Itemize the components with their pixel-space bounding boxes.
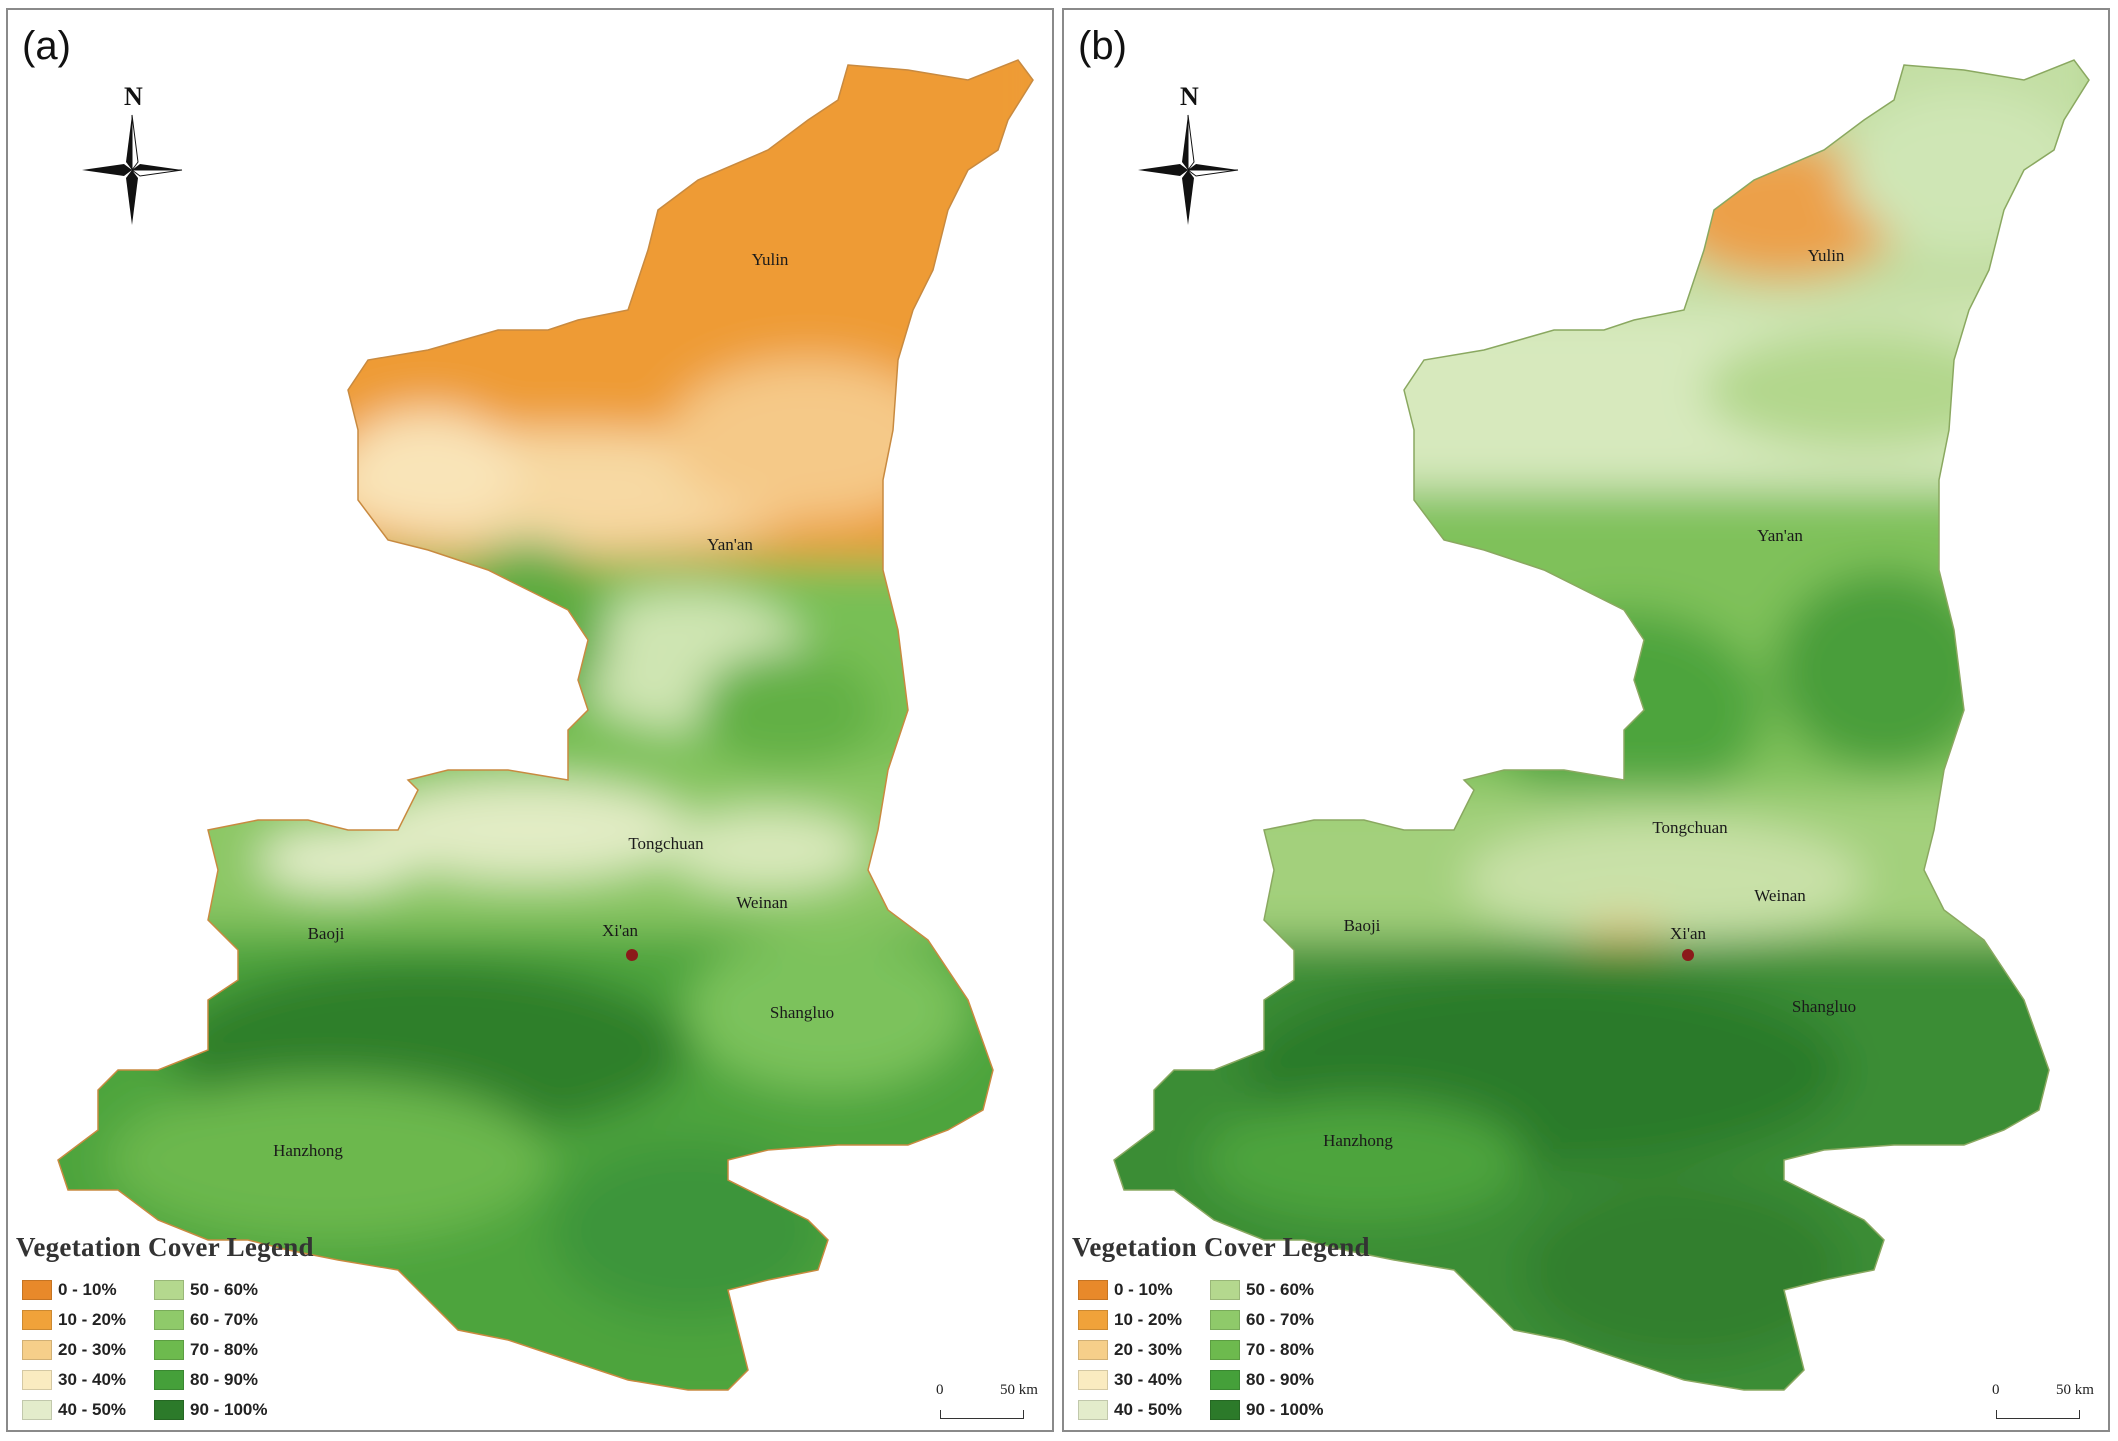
xian-city-marker (626, 949, 638, 961)
city-label-tongchuan: Tongchuan (1652, 818, 1728, 837)
scale-distance-label: 50 km (2056, 1382, 2094, 1398)
city-label-baoji: Baoji (1343, 916, 1381, 935)
legend-item: 60 - 70% (154, 1308, 258, 1332)
province-outline (57, 59, 1034, 1391)
city-label-baoji: Baoji (307, 924, 345, 943)
vegetation-legend: Vegetation Cover Legend 0 - 10% 10 - 20%… (1072, 1232, 1392, 1420)
vegetation-map-a (57, 59, 1034, 1391)
scale-zero-label: 0 (936, 1382, 944, 1398)
scale-distance-label: 50 km (1000, 1382, 1038, 1398)
city-label-yanan: Yan'an (1757, 526, 1803, 545)
legend-item: 90 - 100% (1210, 1398, 1324, 1422)
city-label-weinan: Weinan (736, 893, 788, 912)
legend-item: 70 - 80% (1210, 1338, 1314, 1362)
legend-title: Vegetation Cover Legend (1072, 1232, 1370, 1262)
panel-label: (a) (22, 24, 71, 68)
scale-bar: 0 50 km (1984, 1382, 2104, 1426)
legend-item: 40 - 50% (22, 1398, 126, 1422)
city-label-shangluo: Shangluo (769, 1003, 835, 1022)
city-label-shangluo: Shangluo (1791, 997, 1857, 1016)
legend-item: 20 - 30% (22, 1338, 126, 1362)
legend-item: 50 - 60% (1210, 1278, 1314, 1302)
city-label-weinan: Weinan (1754, 886, 1806, 905)
legend-item: 90 - 100% (154, 1398, 268, 1422)
city-label-yulin: Yulin (751, 250, 789, 269)
panel-label: (b) (1078, 24, 1127, 68)
legend-item: 50 - 60% (154, 1278, 258, 1302)
legend-item: 40 - 50% (1078, 1398, 1182, 1422)
scale-bar: 0 50 km (928, 1382, 1048, 1426)
xian-city-marker (1682, 949, 1694, 961)
vegetation-map-b (1113, 59, 2090, 1391)
north-label: N (124, 82, 143, 111)
legend-item: 10 - 20% (22, 1308, 126, 1332)
north-arrow-icon: N (1128, 80, 1248, 230)
city-label-hanzhong: Hanzhong (273, 1141, 343, 1160)
legend-item: 70 - 80% (154, 1338, 258, 1362)
city-label-hanzhong: Hanzhong (1323, 1131, 1393, 1150)
city-label-yanan: Yan'an (707, 535, 753, 554)
scale-bar-line (940, 1410, 1024, 1419)
city-label-tongchuan: Tongchuan (628, 834, 704, 853)
province-outline (1113, 59, 2090, 1391)
legend-item: 80 - 90% (154, 1368, 258, 1392)
north-arrow-icon: N (72, 80, 192, 230)
legend-item: 0 - 10% (22, 1278, 117, 1302)
scale-zero-label: 0 (1992, 1382, 2000, 1398)
north-label: N (1180, 82, 1199, 111)
legend-item: 10 - 20% (1078, 1308, 1182, 1332)
legend-item: 80 - 90% (1210, 1368, 1314, 1392)
vegetation-legend: Vegetation Cover Legend 0 - 10% 10 - 20%… (16, 1232, 336, 1420)
legend-item: 20 - 30% (1078, 1338, 1182, 1362)
city-label-yulin: Yulin (1807, 246, 1845, 265)
city-label-xian: Xi'an (1669, 924, 1707, 943)
legend-title: Vegetation Cover Legend (16, 1232, 314, 1262)
map-panel-a: (a) N Yulin Yan'an Tongchuan Weinan Baoj… (6, 8, 1054, 1432)
city-label-xian: Xi'an (601, 921, 639, 940)
scale-bar-line (1996, 1410, 2080, 1419)
legend-item: 60 - 70% (1210, 1308, 1314, 1332)
legend-item: 30 - 40% (1078, 1368, 1182, 1392)
legend-item: 0 - 10% (1078, 1278, 1173, 1302)
legend-item: 30 - 40% (22, 1368, 126, 1392)
map-panel-b: (b) N Yulin Yan'an Tongchuan Weinan Baoj… (1062, 8, 2110, 1432)
